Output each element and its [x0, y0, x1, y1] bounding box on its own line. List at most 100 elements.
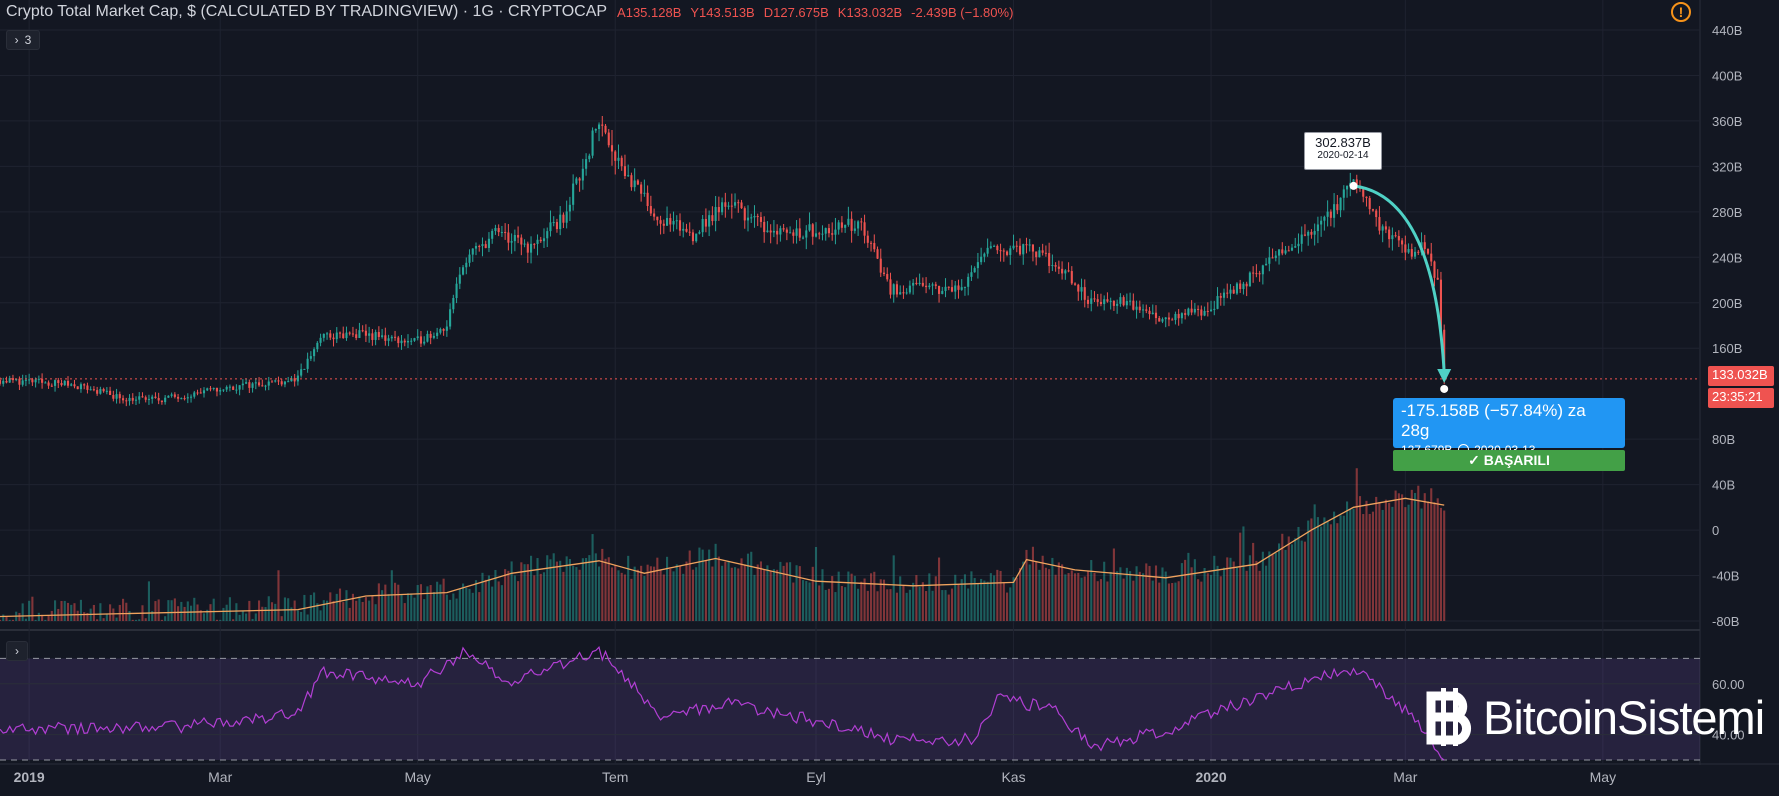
candle-body: [1025, 244, 1028, 246]
candle-body: [1229, 289, 1232, 294]
candle-body: [976, 262, 979, 269]
candle-body: [1193, 308, 1196, 313]
volume-bar: [41, 614, 44, 621]
volume-bar: [850, 573, 853, 621]
candle-body: [31, 379, 34, 383]
volume-bar: [967, 588, 970, 621]
volume-bar: [682, 573, 685, 621]
candle-body: [601, 124, 604, 126]
volume-bar: [623, 574, 627, 621]
candle-body: [510, 241, 513, 243]
volume-bar: [1362, 514, 1365, 621]
volume-bar: [21, 603, 24, 621]
volume-bar: [934, 576, 937, 621]
volume-bar: [1413, 492, 1417, 621]
candle-body: [539, 239, 542, 242]
candle-body: [724, 202, 727, 207]
candle-body: [1015, 245, 1018, 247]
candle-body: [1203, 310, 1206, 316]
volume-bar: [196, 604, 199, 621]
volume-bar: [1397, 493, 1400, 621]
volume-bar: [837, 571, 840, 621]
candle-body: [633, 180, 636, 188]
candle-body: [173, 394, 176, 397]
volume-bar: [879, 579, 882, 621]
candle-body: [397, 337, 400, 344]
candle-body: [112, 394, 115, 399]
candle-body: [134, 399, 138, 401]
price-tick-label: 240B: [1712, 250, 1742, 265]
volume-bar: [908, 589, 911, 621]
symbol-title[interactable]: Crypto Total Market Cap, $ (CALCULATED B…: [6, 3, 608, 20]
candle-body: [432, 335, 435, 338]
volume-bar: [711, 566, 714, 621]
candle-body: [316, 342, 319, 350]
volume-bar: [597, 566, 601, 621]
volume-bar: [986, 581, 989, 621]
volume-bar: [1274, 553, 1277, 621]
volume-bar: [1193, 559, 1196, 621]
candle-body: [1239, 283, 1242, 290]
candle-body: [1054, 265, 1057, 267]
volume-bar: [669, 568, 672, 621]
volume-bar: [212, 598, 215, 621]
volume-bar: [766, 565, 769, 621]
volume-bar: [578, 569, 581, 621]
volume-bar: [1054, 574, 1057, 621]
volume-bar: [925, 591, 928, 621]
indicators-toggle-button[interactable]: › 3: [6, 30, 40, 50]
volume-bar: [763, 569, 766, 621]
volume-bar: [1073, 573, 1077, 621]
volume-bar: [1336, 523, 1339, 621]
time-tick-label: Tem: [602, 769, 628, 785]
price-tick-label: 160B: [1712, 341, 1742, 356]
candle-body: [711, 215, 714, 222]
volume-bar: [1064, 574, 1067, 621]
candle-body: [834, 229, 837, 235]
candle-body: [698, 232, 701, 234]
candle-body: [1232, 289, 1235, 294]
volume-bar: [202, 613, 206, 621]
time-tick-label: Kas: [1001, 769, 1025, 785]
volume-bar: [1038, 569, 1041, 621]
candle-body: [1187, 308, 1190, 315]
volume-bar: [400, 595, 403, 621]
volume-bar: [1323, 517, 1326, 621]
volume-bar: [47, 615, 50, 621]
candle-body: [24, 379, 27, 381]
volume-bar: [533, 575, 536, 621]
volume-bar: [1213, 555, 1216, 621]
candle-body: [1213, 308, 1216, 310]
candle-body: [99, 388, 102, 394]
candle-body: [789, 232, 792, 234]
candle-body: [782, 228, 785, 230]
candle-body: [950, 287, 954, 292]
warning-icon[interactable]: !: [1671, 2, 1691, 22]
candle-body: [494, 227, 497, 231]
rsi-toggle-button[interactable]: ›: [6, 641, 28, 661]
volume-bar: [384, 584, 387, 621]
candle-body: [1099, 301, 1103, 305]
volume-bar: [1148, 565, 1151, 621]
volume-bar: [863, 578, 866, 621]
volume-bar: [465, 587, 468, 621]
volume-bar: [1358, 496, 1362, 621]
volume-bar: [941, 590, 944, 621]
candle-body: [351, 333, 355, 335]
candle-body: [452, 297, 455, 310]
candle-body: [1339, 197, 1342, 211]
volume-bar: [371, 595, 374, 621]
volume-bar: [452, 593, 455, 621]
volume-bar: [115, 617, 118, 621]
volume-bar: [805, 581, 808, 621]
candle-body: [1271, 257, 1274, 259]
candle-body: [1378, 217, 1381, 231]
candle-body: [954, 285, 957, 292]
candle-body: [630, 175, 633, 188]
candle-body: [1235, 283, 1239, 294]
volume-bar: [831, 576, 834, 621]
volume-bar: [147, 581, 151, 621]
candle-body: [57, 380, 60, 383]
